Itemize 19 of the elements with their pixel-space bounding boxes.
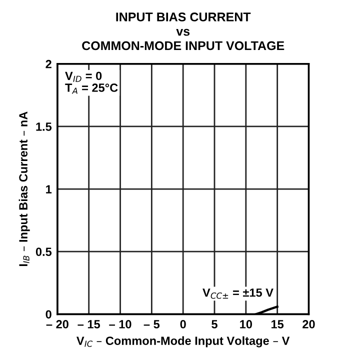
x-tick-label: 15: [272, 320, 284, 328]
x-tick-label: – 10: [109, 320, 132, 328]
y-tick-label: 0: [46, 310, 52, 319]
x-tick-label: – 15: [78, 320, 100, 328]
y-axis-title: I$_{IB}$ – Input Bias Current – nA: [18, 112, 30, 266]
y-tick-label: 1: [46, 185, 52, 194]
chart-title: INPUT BIAS CURRENT vs COMMON-MODE INPUT VOLTAGE: [82, 12, 284, 50]
x-tick-label: – 5: [144, 320, 160, 328]
x-tick-label: 10: [240, 320, 252, 328]
x-axis-title: V$_{IC}$ – Common-Mode Input Voltage – V: [76, 336, 290, 348]
x-tick-label: 5: [212, 320, 218, 328]
series-label: V$_{CC±}$ = ±15 V: [202, 288, 274, 299]
text: V$_{ID}$ = 0 T$_{A}$ = 25°C: [65, 72, 118, 94]
x-tick-label: 20: [302, 320, 315, 328]
y-tick-label: 1.5: [36, 122, 52, 131]
x-tick-label: 0: [180, 320, 186, 328]
y-tick-label: 0.5: [36, 248, 52, 256]
y-tick-label: 2: [46, 60, 52, 68]
x-tick-label: – 20: [46, 320, 68, 328]
